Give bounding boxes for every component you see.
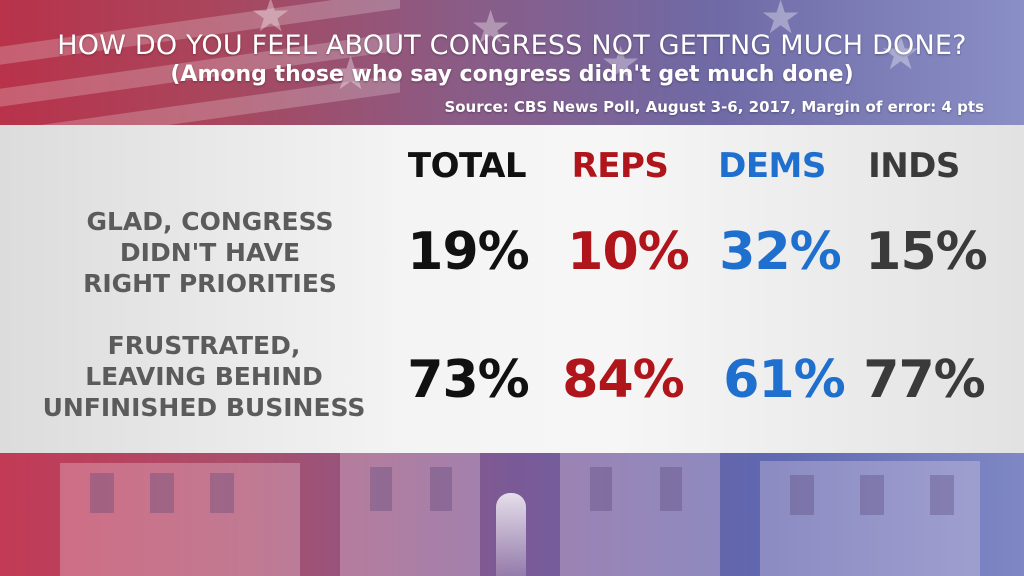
source-note: Source: CBS News Poll, August 3-6, 2017,…	[444, 98, 984, 116]
value-glad-inds: 15%	[865, 222, 987, 282]
flag-background: ★ ★ ★ ★ ★ ★	[0, 0, 1024, 125]
row-label-line: UNFINISHED BUSINESS	[42, 393, 366, 422]
value-glad-dems: 32%	[719, 222, 841, 282]
value-frustrated-inds: 77%	[863, 350, 985, 410]
row-label-line: LEAVING BEHIND	[85, 362, 323, 391]
row-label-line: DIDN'T HAVE	[119, 238, 301, 267]
value-glad-reps: 10%	[567, 222, 689, 282]
row-label-frustrated: FRUSTRATED, LEAVING BEHIND UNFINISHED BU…	[14, 330, 394, 423]
chart-subtitle: (Among those who say congress didn't get…	[170, 62, 854, 87]
value-frustrated-reps: 84%	[562, 350, 684, 410]
chart-title: HOW DO YOU FEEL ABOUT CONGRESS NOT GETTN…	[57, 30, 967, 61]
column-header-dems: DEMS	[718, 146, 826, 186]
row-label-line: FRUSTRATED,	[107, 331, 301, 360]
value-glad-total: 19%	[407, 222, 529, 282]
row-label-line: GLAD, CONGRESS	[86, 207, 334, 236]
value-frustrated-total: 73%	[407, 350, 529, 410]
value-frustrated-dems: 61%	[723, 350, 845, 410]
results-panel	[0, 125, 1024, 453]
row-label-line: RIGHT PRIORITIES	[83, 269, 337, 298]
capitol-background	[0, 453, 1024, 576]
column-header-total: TOTAL	[407, 146, 527, 186]
column-header-reps: REPS	[571, 146, 669, 186]
row-label-glad: GLAD, CONGRESS DIDN'T HAVE RIGHT PRIORIT…	[20, 206, 400, 299]
column-header-inds: INDS	[868, 146, 960, 186]
